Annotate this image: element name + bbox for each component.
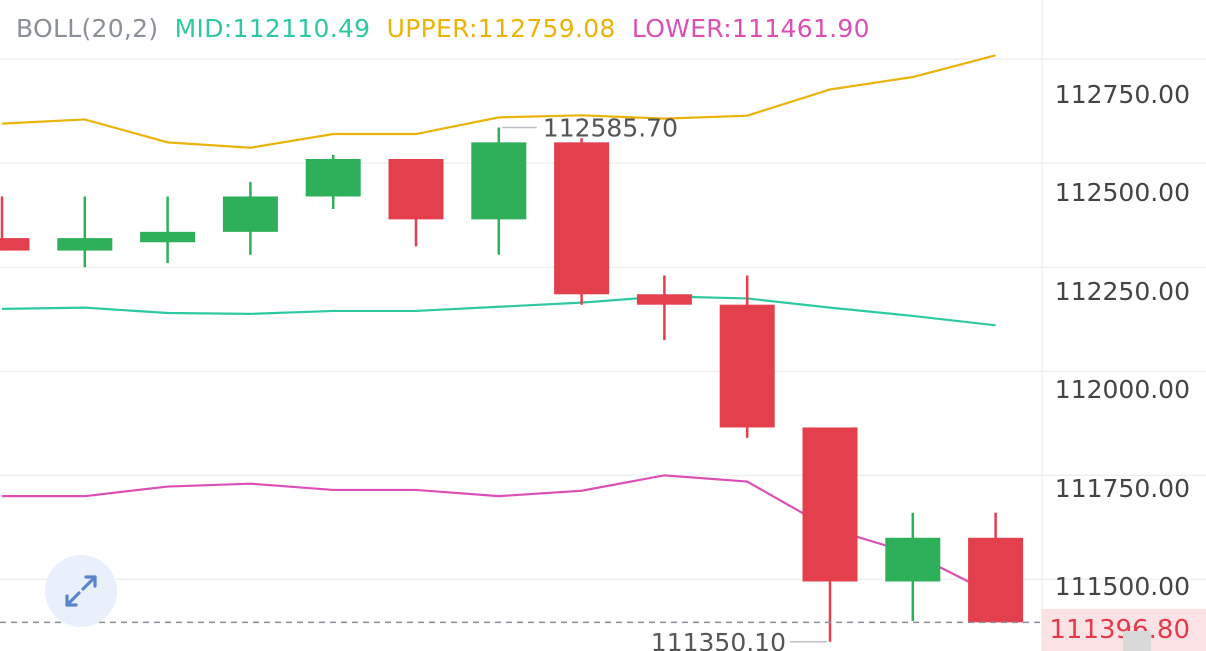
high-price-label: 112585.70 [543,113,678,142]
candle-body-3 [140,231,196,243]
price-tick-4: 112000.00 [1054,375,1190,404]
mid-value: MID:112110.49 [174,14,371,43]
price-tick-6: 111500.00 [1054,572,1190,601]
candle-body-10 [719,304,775,428]
candle-body-11 [802,427,858,582]
candle-body-7 [471,142,527,220]
candle-body-12 [885,537,941,582]
price-tick-3: 112250.00 [1054,277,1190,306]
mid-band-line [1,295,996,327]
indicator-name: BOLL(20,2) [16,14,159,43]
low-price-label: 111350.10 [651,628,786,651]
price-tick-2: 112500.00 [1054,178,1190,207]
candle-body-8 [554,142,610,295]
price-tick-1: 112750.00 [1054,80,1190,109]
upper-band-line [1,54,996,149]
expand-button[interactable] [45,555,117,627]
lower-value: LOWER:111461.90 [631,14,870,43]
scroll-end-button[interactable] [1123,631,1151,651]
candle-body-13 [968,537,1024,623]
expand-icon [65,575,97,607]
current-price-label: 111396.80 [1049,615,1190,645]
candle-body-2 [57,238,113,251]
candle-body-6 [388,159,444,220]
indicator-header: BOLL(20,2) MID:112110.49 UPPER:112759.08… [16,14,878,43]
candle-body-9 [636,294,692,305]
upper-value: UPPER:112759.08 [386,14,616,43]
candle-body-5 [305,159,361,197]
candle-body-1 [0,238,30,251]
candle-body-4 [222,196,278,232]
price-tick-5: 111750.00 [1054,474,1190,503]
